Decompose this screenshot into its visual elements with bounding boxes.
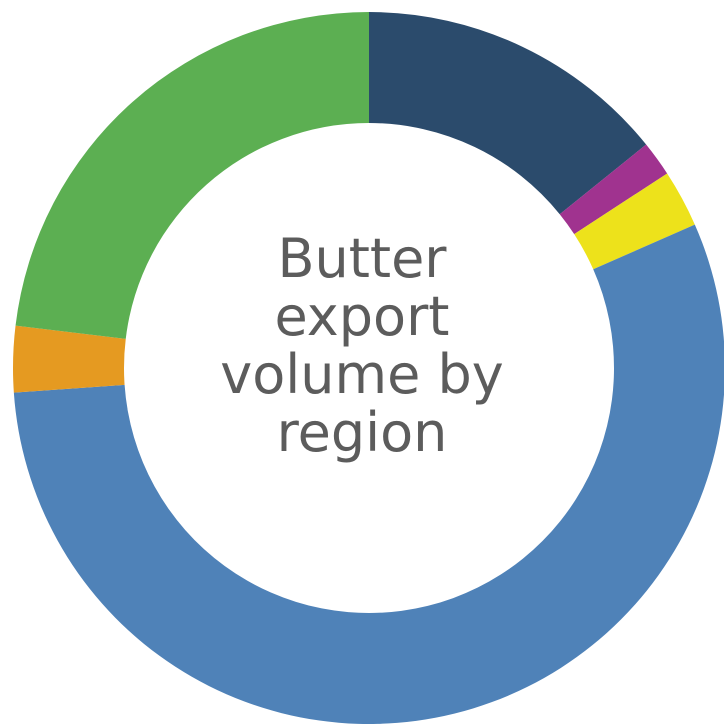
donut-slice-3 xyxy=(574,173,695,270)
donut-slice-1 xyxy=(369,12,647,215)
donut-slices xyxy=(13,12,724,724)
donut-slice-2 xyxy=(559,144,668,235)
donut-slice-4 xyxy=(13,224,724,724)
donut-slice-5 xyxy=(13,325,126,393)
donut-slice-6 xyxy=(15,12,370,339)
chart-title: Butter export volume by region xyxy=(220,227,504,464)
